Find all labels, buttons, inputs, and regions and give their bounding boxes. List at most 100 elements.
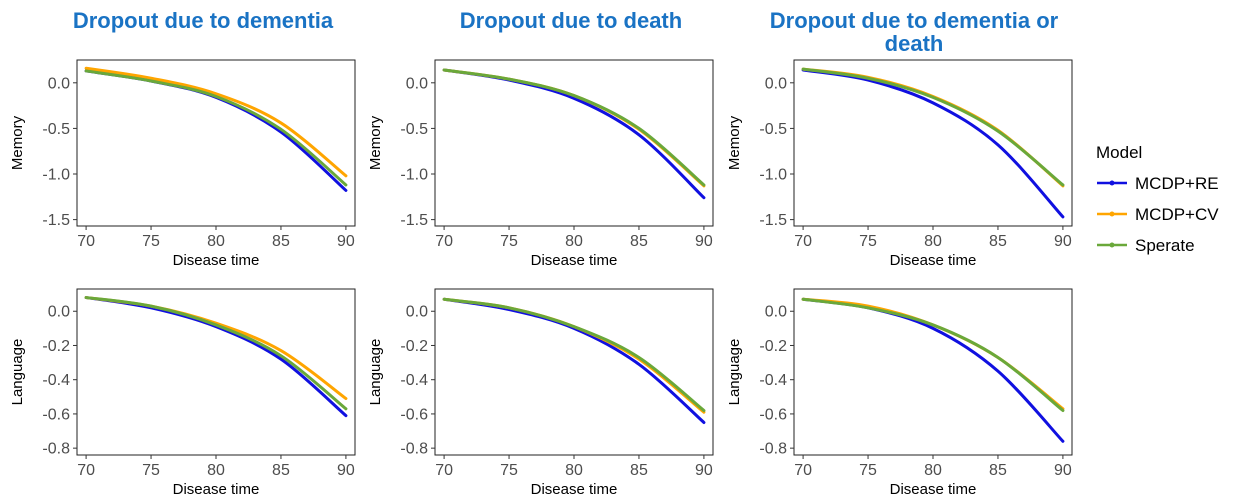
x-tick-label: 85 [630, 462, 648, 479]
legend-label-sperate: Sperate [1135, 236, 1195, 255]
column-title-1: Dropout due to dementia [73, 8, 334, 33]
x-tick-label: 75 [859, 233, 877, 250]
y-tick-label: 0.0 [406, 304, 428, 321]
y-tick-label: -0.5 [759, 121, 787, 138]
x-tick-label: 85 [630, 233, 648, 250]
legend-label-mcdp-cv: MCDP+CV [1135, 205, 1219, 224]
x-tick-label: 90 [695, 233, 713, 250]
x-tick-label: 90 [1054, 233, 1072, 250]
y-tick-label: -0.2 [759, 338, 787, 355]
series-line-sperate [801, 297, 1065, 413]
x-tick-label: 75 [500, 233, 518, 250]
x-axis-title: Disease time [173, 252, 260, 269]
y-tick-label: 0.0 [765, 304, 787, 321]
series-line-sperate [442, 68, 706, 187]
y-tick-label: 0.0 [48, 304, 70, 321]
y-tick-label: -1.5 [759, 212, 787, 229]
y-tick-label: -0.4 [759, 372, 787, 389]
x-tick-label: 80 [924, 462, 942, 479]
panel-border [76, 288, 356, 456]
legend-entry-mcdp-re: MCDP+RE [1097, 174, 1219, 193]
x-axis-title: Disease time [531, 252, 618, 269]
y-tick-label: -0.2 [42, 338, 70, 355]
x-axis-title: Disease time [890, 252, 977, 269]
x-axis-title: Disease time [890, 481, 977, 498]
y-axis-title: Memory [726, 115, 743, 170]
panel-border [434, 288, 714, 456]
y-tick-label: -0.6 [42, 406, 70, 423]
x-tick-label: 90 [337, 462, 355, 479]
panel-1-2: 0.0 -0.5 -1.0 -1.5 70 75 80 85 90 Disease time Mem… [367, 59, 714, 269]
y-tick-label: -1.0 [759, 167, 787, 184]
x-tick-label: 80 [207, 233, 225, 250]
legend-dot-mcdp-cv [1109, 211, 1115, 217]
x-tick-label: 75 [142, 233, 160, 250]
series-line-sperate [801, 67, 1065, 187]
x-tick-label: 70 [435, 462, 453, 479]
y-tick-label: -0.8 [42, 441, 70, 458]
legend-dot-mcdp-re [1109, 180, 1115, 186]
y-tick-label: 0.0 [406, 75, 428, 92]
y-tick-label: -0.8 [759, 441, 787, 458]
panel-2-3: 0.0 -0.2 -0.4 -0.6 -0.8 70 75 80 85 90 Disease tim… [726, 288, 1073, 498]
series-line-sperate [442, 297, 706, 413]
panel-border [76, 59, 356, 227]
x-tick-label: 85 [272, 462, 290, 479]
x-tick-label: 75 [142, 462, 160, 479]
panel-1-3: 0.0 -0.5 -1.0 -1.5 70 75 80 85 90 Disease time Mem… [726, 59, 1073, 269]
y-tick-label: -0.8 [400, 441, 428, 458]
x-tick-label: 70 [435, 233, 453, 250]
x-tick-label: 70 [794, 462, 812, 479]
series-line-mcdp-cv [84, 66, 348, 178]
legend-title: Model [1096, 143, 1142, 162]
legend-entry-sperate: Sperate [1097, 236, 1195, 255]
x-tick-label: 80 [565, 462, 583, 479]
x-tick-label: 70 [77, 233, 95, 250]
y-axis-title: Language [9, 339, 26, 406]
series-line-sperate [84, 69, 348, 187]
legend: Model MCDP+RE MCDP+CV Sperate [1096, 143, 1219, 255]
x-tick-label: 75 [859, 462, 877, 479]
x-tick-label: 75 [500, 462, 518, 479]
legend-entry-mcdp-cv: MCDP+CV [1097, 205, 1219, 224]
y-tick-label: -0.4 [400, 372, 428, 389]
x-axis-title: Disease time [531, 481, 618, 498]
column-title-3-line-1: Dropout due to dementia or [770, 8, 1059, 33]
y-tick-label: -1.5 [400, 212, 428, 229]
x-tick-label: 90 [695, 462, 713, 479]
panel-border [793, 288, 1073, 456]
x-tick-label: 85 [989, 462, 1007, 479]
y-tick-label: -0.5 [42, 121, 70, 138]
y-tick-label: 0.0 [765, 75, 787, 92]
x-tick-label: 90 [1054, 462, 1072, 479]
y-tick-label: -0.5 [400, 121, 428, 138]
y-axis-title: Language [726, 339, 743, 406]
x-tick-label: 85 [989, 233, 1007, 250]
y-tick-label: -1.0 [400, 167, 428, 184]
y-tick-label: -0.6 [759, 406, 787, 423]
series-line-sperate [84, 296, 348, 411]
y-tick-label: -0.6 [400, 406, 428, 423]
y-tick-label: -0.2 [400, 338, 428, 355]
legend-label-mcdp-re: MCDP+RE [1135, 174, 1219, 193]
legend-dot-sperate [1109, 242, 1115, 248]
x-tick-label: 85 [272, 233, 290, 250]
column-titles: Dropout due to dementia Dropout due to de… [73, 8, 1059, 56]
y-tick-label: -0.4 [42, 372, 70, 389]
y-tick-label: -1.5 [42, 212, 70, 229]
panel-2-1: 0.0 -0.2 -0.4 -0.6 -0.8 70 75 80 85 90 Disease tim… [9, 288, 356, 498]
panel-1-1: 0.0 -0.5 -1.0 -1.5 70 75 80 85 90 Disease time Mem… [9, 59, 356, 269]
panel-border [434, 59, 714, 227]
x-tick-label: 80 [207, 462, 225, 479]
column-title-3-line-2: death [885, 31, 944, 56]
y-axis-title: Memory [9, 115, 26, 170]
x-tick-label: 80 [924, 233, 942, 250]
panel-border [793, 59, 1073, 227]
x-tick-label: 70 [794, 233, 812, 250]
x-axis-title: Disease time [173, 481, 260, 498]
x-tick-label: 90 [337, 233, 355, 250]
y-axis-title: Memory [367, 115, 384, 170]
x-tick-label: 70 [77, 462, 95, 479]
y-axis-title: Language [367, 339, 384, 406]
